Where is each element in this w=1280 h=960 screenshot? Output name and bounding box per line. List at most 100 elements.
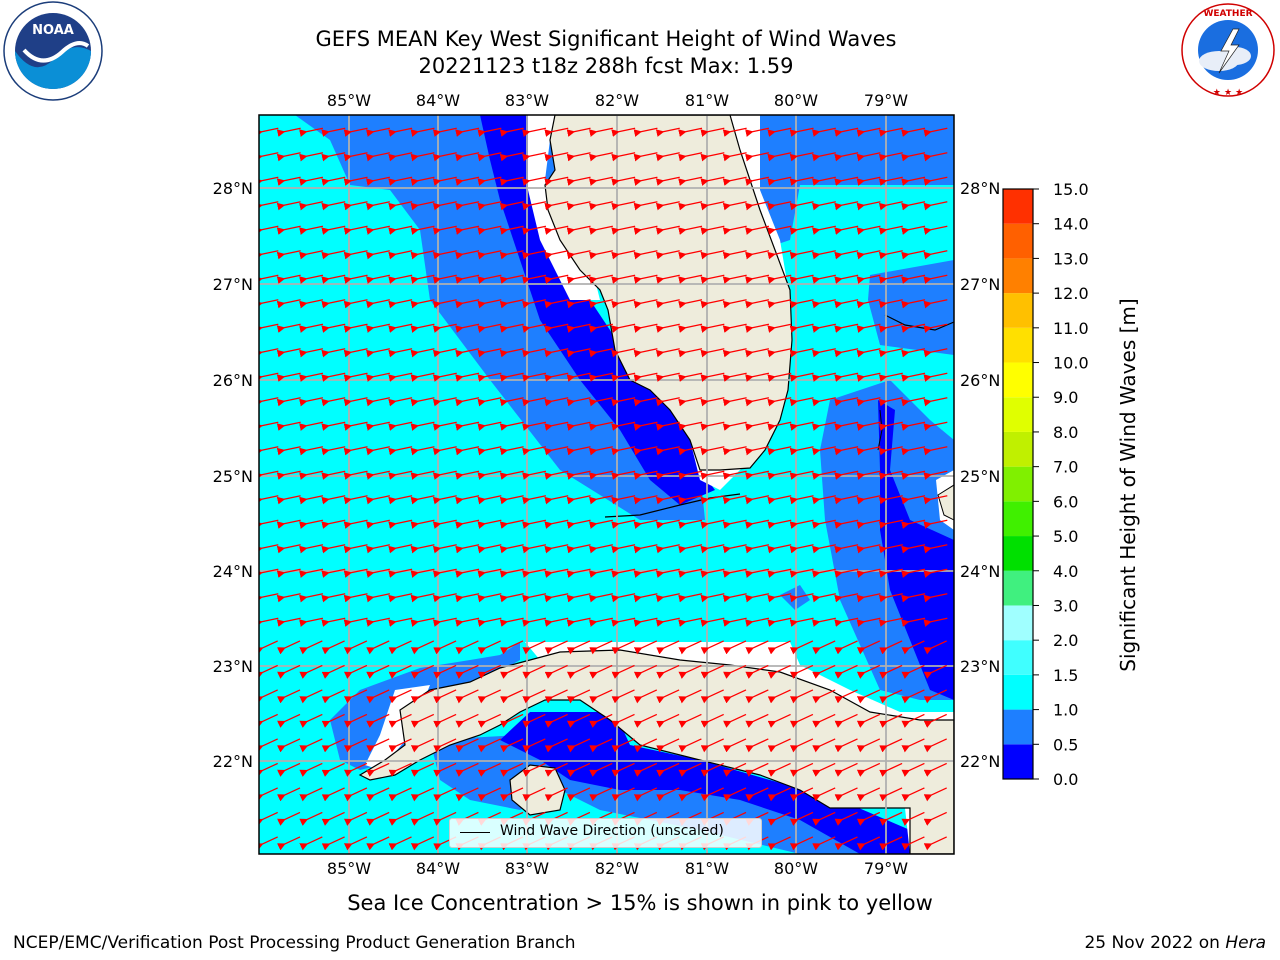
- wave-direction-arrow: [767, 593, 792, 603]
- wave-direction-arrow: [700, 568, 725, 578]
- wave-direction-arrow: [477, 397, 502, 407]
- wave-direction-arrow: [678, 397, 703, 407]
- wave-direction-arrow: [678, 176, 703, 186]
- wave-direction-arrow: [343, 201, 368, 211]
- wave-direction-arrow: [544, 495, 569, 505]
- wave-direction-arrow: [856, 544, 881, 554]
- wave-direction-arrow: [299, 348, 324, 358]
- wave-direction-arrow: [566, 446, 591, 456]
- wave-direction-arrow: [901, 323, 926, 333]
- wave-direction-arrow: [566, 713, 591, 728]
- wave-direction-arrow: [812, 274, 836, 284]
- wave-direction-arrow: [812, 617, 836, 627]
- wave-field-0.5m-bahamas: [878, 400, 954, 700]
- wave-direction-arrow: [544, 299, 569, 309]
- wave-direction-arrow: [410, 544, 435, 554]
- wave-direction-arrow: [700, 446, 725, 456]
- wave-direction-arrow: [767, 446, 792, 456]
- wave-direction-arrow: [923, 176, 948, 186]
- wave-direction-arrow: [878, 250, 903, 260]
- wave-direction-arrow: [455, 127, 480, 137]
- wave-direction-arrow: [656, 787, 680, 802]
- wave-direction-arrow: [923, 787, 947, 802]
- wave-direction-arrow: [878, 323, 903, 333]
- wave-direction-arrow: [901, 421, 926, 431]
- wave-direction-arrow: [259, 348, 279, 358]
- wave-direction-arrow: [299, 689, 323, 704]
- wave-direction-arrow: [499, 495, 524, 505]
- wave-direction-arrow: [566, 787, 591, 802]
- wave-direction-arrow: [544, 568, 569, 578]
- wave-direction-arrow: [276, 421, 301, 431]
- wave-direction-arrow: [388, 250, 413, 260]
- wave-direction-arrow: [343, 617, 368, 627]
- wave-direction-arrow: [856, 176, 881, 186]
- lat-tick-left: 24°N: [213, 562, 253, 581]
- wave-direction-arrow: [277, 664, 301, 679]
- wave-direction-arrow: [321, 617, 346, 627]
- wave-direction-arrow: [455, 470, 480, 480]
- wave-direction-arrow: [611, 593, 636, 603]
- wave-direction-arrow: [789, 568, 814, 578]
- wave-direction-arrow: [611, 787, 635, 802]
- wave-direction-arrow: [343, 127, 368, 137]
- land-isla-juventud: [509, 764, 566, 816]
- wave-direction-arrow: [589, 250, 613, 260]
- wave-direction-arrow: [901, 787, 925, 802]
- wave-direction-arrow: [923, 397, 948, 407]
- wave-direction-arrow: [589, 372, 613, 382]
- wave-direction-arrow: [259, 544, 279, 554]
- wave-direction-arrow: [767, 470, 792, 480]
- wave-direction-arrow: [879, 689, 903, 704]
- wave-direction-arrow: [878, 446, 903, 456]
- wave-direction-arrow: [321, 762, 345, 777]
- wave-direction-arrow: [901, 495, 926, 505]
- colorbar: 15.0 14.0 13.0 12.0 11.0 10.0 9.0 8.0 7.0 6.0 5.0 4…: [1002, 180, 1089, 789]
- wave-direction-arrow: [834, 127, 859, 137]
- wave-direction-arrow: [410, 397, 435, 407]
- wave-direction-arrow: [589, 568, 613, 578]
- wave-direction-arrow: [745, 738, 769, 753]
- lat-tick-right: 24°N: [960, 562, 1000, 581]
- wave-direction-arrow: [366, 348, 390, 358]
- wave-direction-arrow: [366, 397, 390, 407]
- wave-direction-arrow: [745, 689, 769, 704]
- wave-direction-arrow: [410, 519, 435, 529]
- wave-direction-arrow: [767, 348, 792, 358]
- colorbar-tick-label: 3.0: [1053, 596, 1078, 615]
- wave-direction-arrow: [700, 617, 725, 627]
- wave-direction-arrow: [544, 201, 569, 211]
- wave-direction-arrow: [343, 372, 368, 382]
- wave-direction-arrow: [722, 348, 747, 358]
- wave-direction-arrow: [410, 274, 435, 284]
- lat-tick-left: 23°N: [213, 657, 253, 676]
- wave-direction-arrow: [745, 127, 770, 137]
- wave-direction-arrow: [277, 787, 301, 802]
- colorbar-segment: [1003, 744, 1033, 779]
- wave-direction-arrow: [477, 421, 502, 431]
- wave-direction-arrow: [656, 689, 680, 704]
- wave-direction-arrow: [633, 152, 658, 162]
- wave-direction-arrow: [633, 713, 658, 728]
- wave-direction-arrow: [259, 225, 279, 235]
- wave-direction-arrow: [812, 519, 836, 529]
- wave-direction-arrow: [499, 446, 524, 456]
- wave-direction-arrow: [678, 127, 703, 137]
- colorbar-segment: [1003, 501, 1033, 537]
- wave-direction-arrow: [812, 127, 836, 137]
- lon-tick-bottom: 82°W: [595, 859, 639, 878]
- wave-direction-arrow: [856, 250, 881, 260]
- wave-direction-arrow: [611, 664, 635, 679]
- wave-direction-arrow: [366, 593, 390, 603]
- wave-direction-arrow: [589, 274, 613, 284]
- wave-direction-arrow: [878, 348, 903, 358]
- colorbar-tick-label: 5.0: [1053, 527, 1078, 546]
- wave-direction-arrow: [321, 568, 346, 578]
- wave-direction-arrow: [700, 495, 725, 505]
- wave-direction-arrow: [410, 568, 435, 578]
- wave-direction-arrow: [522, 664, 546, 679]
- wave-direction-arrow: [589, 640, 613, 655]
- wave-direction-arrow: [767, 713, 791, 728]
- wave-direction-arrow: [299, 811, 323, 826]
- wave-direction-arrow: [789, 348, 814, 358]
